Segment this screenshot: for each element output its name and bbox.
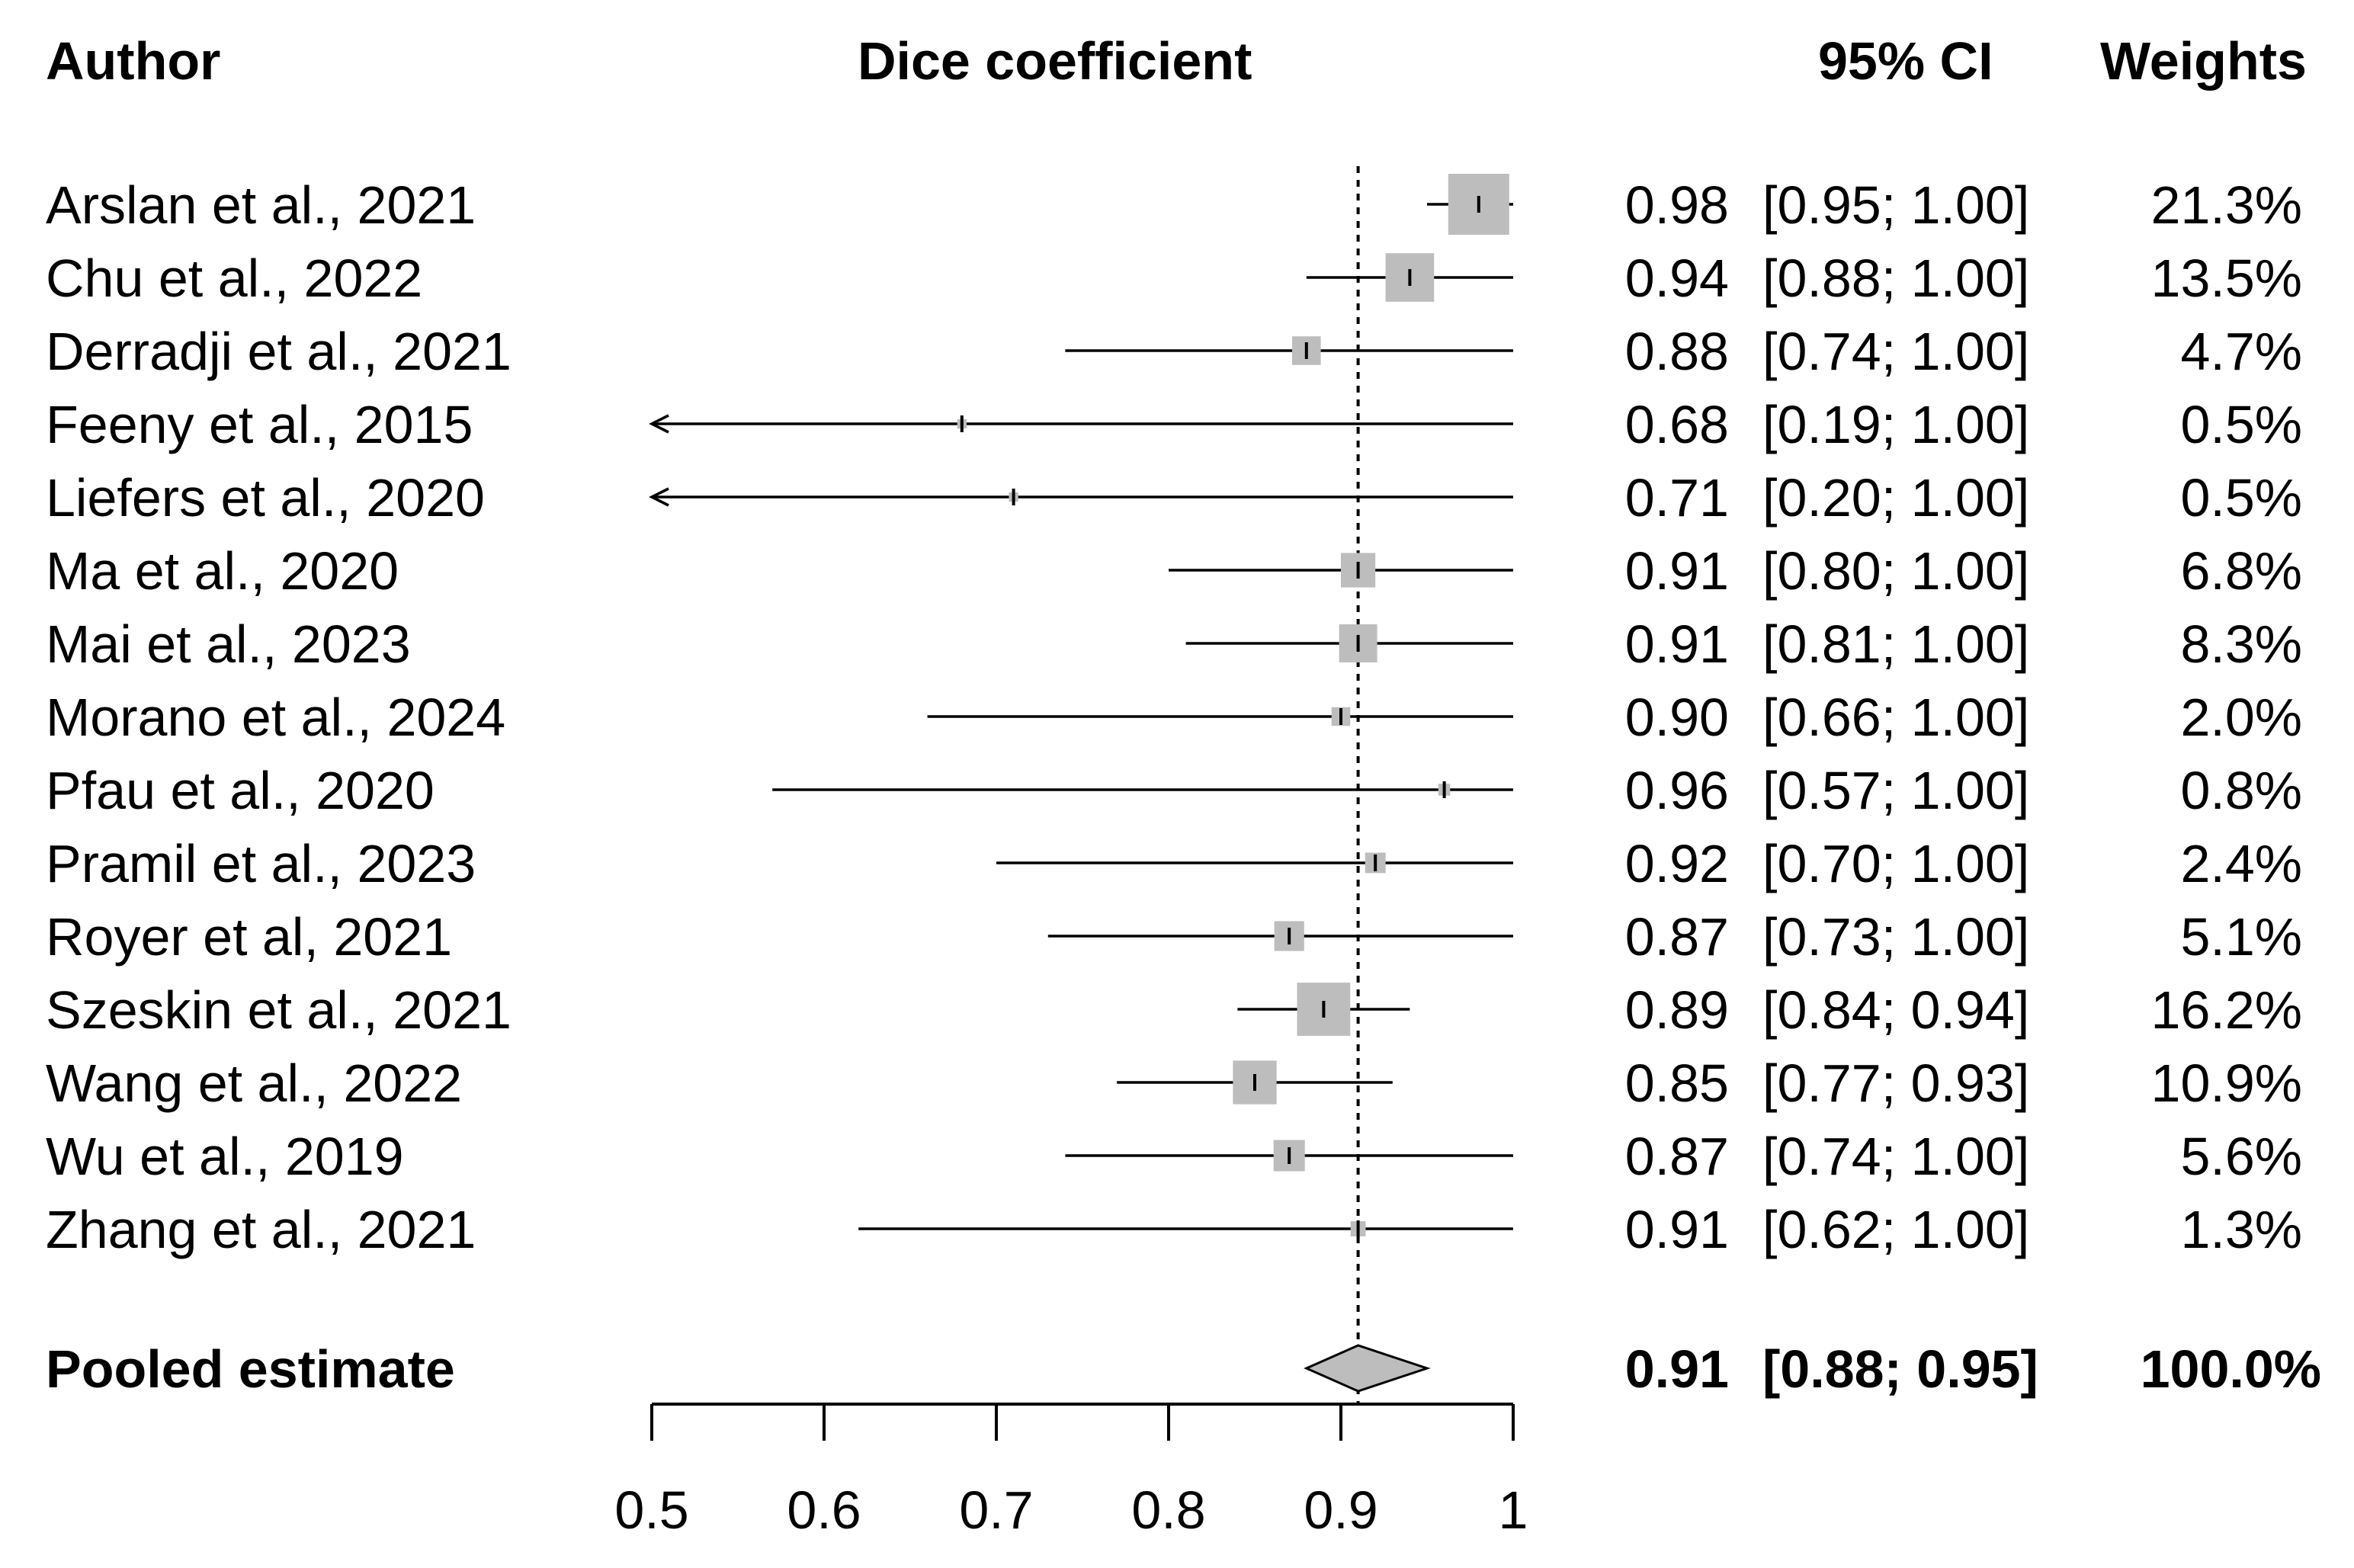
x-tick-label: 0.5 xyxy=(614,1480,688,1540)
ci-label: [0.19; 1.00] xyxy=(1762,395,2029,454)
ci-label: [0.57; 1.00] xyxy=(1762,761,2029,820)
weight-label: 13.5% xyxy=(2151,249,2302,308)
estimate-label: 0.91 xyxy=(1625,541,1729,601)
estimate-label: 0.71 xyxy=(1625,468,1729,527)
study-author: Wu et al., 2019 xyxy=(46,1127,404,1186)
study-row: Ma et al., 2020 0.91 [0.80; 1.00] 6.8% xyxy=(46,541,2302,601)
ci-label: [0.81; 1.00] xyxy=(1762,614,2029,674)
study-author: Royer et al, 2021 xyxy=(46,907,452,967)
ci-label: [0.70; 1.00] xyxy=(1762,834,2029,893)
study-row: Royer et al, 2021 0.87 [0.73; 1.00] 5.1% xyxy=(46,907,2302,967)
weight-label: 8.3% xyxy=(2180,614,2302,674)
weight-label: 21.3% xyxy=(2151,175,2302,235)
x-tick-label: 0.7 xyxy=(959,1480,1033,1540)
estimate-label: 0.89 xyxy=(1625,980,1729,1040)
study-row: Liefers et al., 2020 0.71 [0.20; 1.00] 0.5% xyxy=(46,468,2302,527)
header-metric: Dice coefficient xyxy=(858,31,1252,91)
weight-label: 0.8% xyxy=(2180,761,2302,820)
study-author: Ma et al., 2020 xyxy=(46,541,399,601)
study-row: Feeny et al., 2015 0.68 [0.19; 1.00] 0.5% xyxy=(46,395,2302,454)
study-row: Wang et al., 2022 0.85 [0.77; 0.93] 10.9% xyxy=(46,1053,2302,1113)
study-author: Arslan et al., 2021 xyxy=(46,175,476,235)
ci-label: [0.74; 1.00] xyxy=(1762,322,2029,381)
pooled-ci-label: [0.88; 0.95] xyxy=(1762,1339,2038,1399)
estimate-label: 0.92 xyxy=(1625,834,1729,893)
ci-arrow xyxy=(649,414,669,434)
study-row: Pfau et al., 2020 0.96 [0.57; 1.00] 0.8% xyxy=(46,761,2302,820)
study-row: Morano et al., 2024 0.90 [0.66; 1.00] 2.0% xyxy=(46,688,2302,747)
study-author: Derradji et al., 2021 xyxy=(46,322,512,381)
weight-label: 4.7% xyxy=(2180,322,2302,381)
estimate-label: 0.91 xyxy=(1625,614,1729,674)
ci-label: [0.88; 1.00] xyxy=(1762,249,2029,308)
study-row: Pramil et al., 2023 0.92 [0.70; 1.00] 2.4% xyxy=(46,834,2302,893)
study-rows: Arslan et al., 2021 0.98 [0.95; 1.00] 21.3%… xyxy=(46,166,2302,1404)
header-ci: 95% CI xyxy=(1818,31,1993,91)
estimate-label: 0.90 xyxy=(1625,688,1729,747)
weight-label: 6.8% xyxy=(2180,541,2302,601)
ci-label: [0.62; 1.00] xyxy=(1762,1200,2029,1259)
ci-label: [0.95; 1.00] xyxy=(1762,175,2029,235)
pooled-estimate-label: 0.91 xyxy=(1625,1339,1729,1399)
x-tick-label: 0.6 xyxy=(787,1480,861,1540)
x-tick-label: 0.9 xyxy=(1304,1480,1377,1540)
ci-arrow xyxy=(649,487,669,507)
ci-label: [0.66; 1.00] xyxy=(1762,688,2029,747)
estimate-label: 0.96 xyxy=(1625,761,1729,820)
study-author: Pfau et al., 2020 xyxy=(46,761,435,820)
weight-label: 5.1% xyxy=(2180,907,2302,967)
estimate-label: 0.91 xyxy=(1625,1200,1729,1259)
study-author: Zhang et al., 2021 xyxy=(46,1200,476,1259)
study-row: Chu et al., 2022 0.94 [0.88; 1.00] 13.5% xyxy=(46,249,2302,308)
study-row: Zhang et al., 2021 0.91 [0.62; 1.00] 1.3% xyxy=(46,1200,2302,1259)
study-author: Mai et al., 2023 xyxy=(46,614,411,674)
study-author: Feeny et al., 2015 xyxy=(46,395,473,454)
study-author: Chu et al., 2022 xyxy=(46,249,422,308)
pooled-row: Pooled estimate 0.91 [0.88; 0.95] 100.0% xyxy=(46,1339,2321,1399)
weight-label: 2.4% xyxy=(2180,834,2302,893)
x-tick-label: 0.8 xyxy=(1131,1480,1205,1540)
weight-label: 10.9% xyxy=(2151,1053,2302,1113)
ci-label: [0.74; 1.00] xyxy=(1762,1127,2029,1186)
estimate-label: 0.94 xyxy=(1625,249,1729,308)
study-row: Wu et al., 2019 0.87 [0.74; 1.00] 5.6% xyxy=(46,1127,2302,1186)
estimate-label: 0.88 xyxy=(1625,322,1729,381)
study-row: Szeskin et al., 2021 0.89 [0.84; 0.94] 16.2… xyxy=(46,980,2302,1040)
study-author: Liefers et al., 2020 xyxy=(46,468,485,527)
estimate-label: 0.87 xyxy=(1625,1127,1729,1186)
x-axis: 0.5 0.6 0.7 0.8 0.9 1 xyxy=(614,1403,1528,1540)
ci-label: [0.73; 1.00] xyxy=(1762,907,2029,967)
estimate-label: 0.85 xyxy=(1625,1053,1729,1113)
weight-label: 0.5% xyxy=(2180,468,2302,527)
header-author: Author xyxy=(46,31,220,91)
weight-label: 2.0% xyxy=(2180,688,2302,747)
estimate-label: 0.98 xyxy=(1625,175,1729,235)
study-author: Szeskin et al., 2021 xyxy=(46,980,512,1040)
study-row: Derradji et al., 2021 0.88 [0.74; 1.00] 4.7… xyxy=(46,322,2302,381)
estimate-label: 0.68 xyxy=(1625,395,1729,454)
pooled-diamond xyxy=(1304,1344,1431,1393)
weight-label: 16.2% xyxy=(2151,980,2302,1040)
pooled-weight-label: 100.0% xyxy=(2141,1339,2321,1399)
study-row: Mai et al., 2023 0.91 [0.81; 1.00] 8.3% xyxy=(46,614,2302,674)
header-weights: Weights xyxy=(2100,31,2307,91)
study-author: Morano et al., 2024 xyxy=(46,688,505,747)
weight-label: 5.6% xyxy=(2180,1127,2302,1186)
ci-label: [0.77; 0.93] xyxy=(1762,1053,2029,1113)
x-tick-label: 1 xyxy=(1499,1480,1528,1540)
weight-label: 0.5% xyxy=(2180,395,2302,454)
ci-label: [0.84; 0.94] xyxy=(1762,980,2029,1040)
study-row: Arslan et al., 2021 0.98 [0.95; 1.00] 21.3% xyxy=(46,174,2302,235)
weight-label: 1.3% xyxy=(2180,1200,2302,1259)
study-author: Wang et al., 2022 xyxy=(46,1053,462,1113)
ci-label: [0.80; 1.00] xyxy=(1762,541,2029,601)
study-author: Pramil et al., 2023 xyxy=(46,834,476,893)
pooled-author: Pooled estimate xyxy=(46,1339,455,1399)
estimate-label: 0.87 xyxy=(1625,907,1729,967)
ci-label: [0.20; 1.00] xyxy=(1762,468,2029,527)
